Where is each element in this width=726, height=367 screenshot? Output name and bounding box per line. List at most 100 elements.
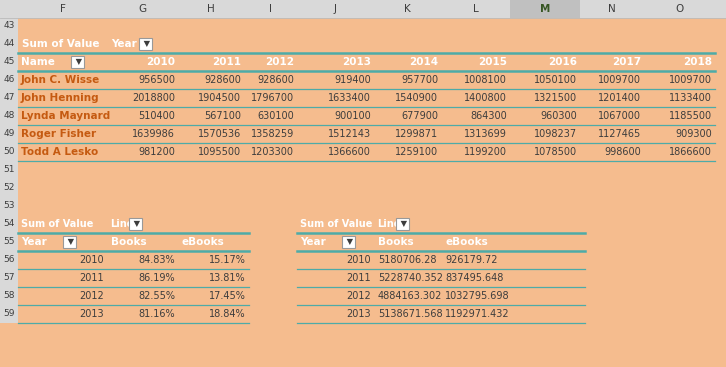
Text: Sum of Value: Sum of Value: [21, 219, 94, 229]
Bar: [0, 179, 18, 197]
Bar: [0, 269, 18, 287]
Text: 1259100: 1259100: [395, 147, 438, 157]
Text: Sum of Value: Sum of Value: [22, 39, 99, 49]
Text: 18.84%: 18.84%: [209, 309, 246, 319]
Text: 1201400: 1201400: [598, 93, 641, 103]
Text: 1127465: 1127465: [597, 129, 641, 139]
Text: Year: Year: [300, 237, 326, 247]
Text: Line: Line: [110, 219, 134, 229]
Bar: [0, 197, 18, 215]
Text: 928600: 928600: [257, 75, 294, 85]
Text: 2011: 2011: [346, 273, 371, 283]
Text: 50: 50: [3, 148, 15, 156]
Text: ▼: ▼: [65, 237, 74, 247]
Text: 2010: 2010: [146, 57, 175, 67]
Text: N: N: [608, 4, 616, 14]
Text: John Henning: John Henning: [21, 93, 99, 103]
Text: 2017: 2017: [612, 57, 641, 67]
Bar: [297, 0, 374, 18]
Text: eBooks: eBooks: [445, 237, 488, 247]
Text: 59: 59: [3, 309, 15, 319]
Text: 677900: 677900: [401, 111, 438, 121]
Text: Name: Name: [21, 57, 55, 67]
Text: ▼: ▼: [398, 219, 407, 229]
Text: 2010: 2010: [346, 255, 371, 265]
Text: 1299871: 1299871: [395, 129, 438, 139]
Bar: [441, 0, 510, 18]
Text: 58: 58: [3, 291, 15, 301]
Text: G: G: [139, 4, 147, 14]
Text: 630100: 630100: [257, 111, 294, 121]
Text: 1512143: 1512143: [328, 129, 371, 139]
Text: 1032795.698: 1032795.698: [445, 291, 510, 301]
Text: 45: 45: [4, 58, 15, 66]
Text: 48: 48: [4, 112, 15, 120]
Text: 1570536: 1570536: [197, 129, 241, 139]
Text: 2012: 2012: [265, 57, 294, 67]
Text: 2010: 2010: [79, 255, 104, 265]
Bar: [0, 71, 18, 89]
Bar: [644, 0, 715, 18]
Text: Roger Fisher: Roger Fisher: [21, 129, 96, 139]
Text: 2011: 2011: [79, 273, 104, 283]
Text: 15.17%: 15.17%: [209, 255, 246, 265]
Bar: [0, 35, 18, 53]
Text: 1009700: 1009700: [669, 75, 712, 85]
Bar: [178, 0, 244, 18]
Bar: [0, 287, 18, 305]
Text: 957700: 957700: [401, 75, 438, 85]
Text: K: K: [404, 4, 411, 14]
Bar: [244, 0, 297, 18]
Text: Books: Books: [111, 237, 147, 247]
Text: 13.81%: 13.81%: [209, 273, 246, 283]
Bar: [0, 161, 18, 179]
Text: 52: 52: [4, 184, 15, 193]
Text: 17.45%: 17.45%: [209, 291, 246, 301]
Text: 1095500: 1095500: [198, 147, 241, 157]
Text: 1009700: 1009700: [598, 75, 641, 85]
Text: 2014: 2014: [409, 57, 438, 67]
Bar: [0, 125, 18, 143]
Text: ▼: ▼: [344, 237, 353, 247]
Text: 56: 56: [3, 255, 15, 265]
Text: Lynda Maynard: Lynda Maynard: [21, 111, 110, 121]
Text: L: L: [473, 4, 478, 14]
Text: 1098237: 1098237: [534, 129, 577, 139]
Text: 837495.648: 837495.648: [445, 273, 503, 283]
Bar: [107, 0, 178, 18]
Text: 1185500: 1185500: [669, 111, 712, 121]
Text: 46: 46: [4, 76, 15, 84]
Text: 926179.72: 926179.72: [445, 255, 497, 265]
Text: 1067000: 1067000: [598, 111, 641, 121]
Text: Books: Books: [378, 237, 414, 247]
Text: 960300: 960300: [540, 111, 577, 121]
Text: 1540900: 1540900: [395, 93, 438, 103]
Text: ▼: ▼: [73, 58, 82, 66]
Text: 57: 57: [3, 273, 15, 283]
Text: 2011: 2011: [212, 57, 241, 67]
Bar: [0, 251, 18, 269]
Bar: [0, 233, 18, 251]
Text: 1904500: 1904500: [198, 93, 241, 103]
Text: 956500: 956500: [138, 75, 175, 85]
Text: 864300: 864300: [470, 111, 507, 121]
Text: 900100: 900100: [334, 111, 371, 121]
Text: Year: Year: [111, 39, 136, 49]
Text: 1400800: 1400800: [464, 93, 507, 103]
Bar: [0, 215, 18, 233]
Text: 51: 51: [3, 166, 15, 174]
Bar: [0, 107, 18, 125]
Bar: [0, 89, 18, 107]
Text: eBooks: eBooks: [182, 237, 225, 247]
Text: 1633400: 1633400: [328, 93, 371, 103]
Text: 2013: 2013: [79, 309, 104, 319]
Text: 2018800: 2018800: [132, 93, 175, 103]
Text: 4884163.302: 4884163.302: [378, 291, 442, 301]
Text: 1321500: 1321500: [534, 93, 577, 103]
Text: 981200: 981200: [138, 147, 175, 157]
Text: John C. Wisse: John C. Wisse: [21, 75, 100, 85]
Text: 998600: 998600: [604, 147, 641, 157]
Text: 928600: 928600: [204, 75, 241, 85]
Bar: [0, 305, 18, 323]
Text: 1078500: 1078500: [534, 147, 577, 157]
